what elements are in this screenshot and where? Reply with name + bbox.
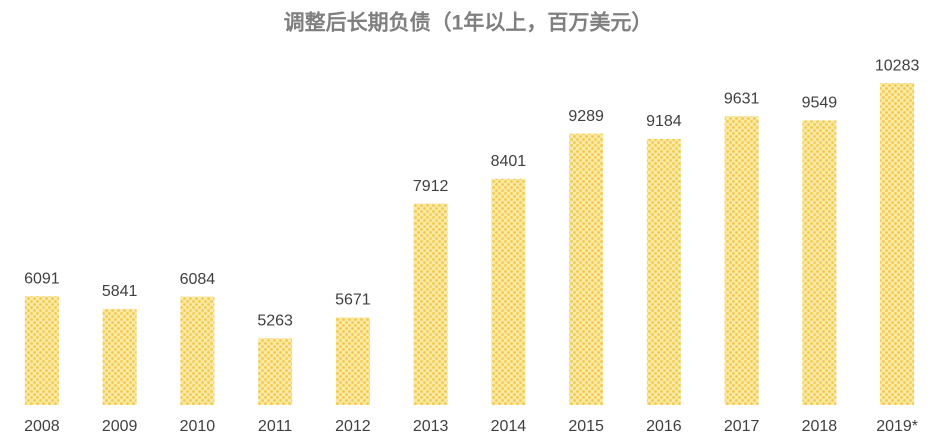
x-tick-label: 2014 xyxy=(491,418,527,435)
bar xyxy=(491,178,526,405)
bar xyxy=(335,317,370,405)
bar xyxy=(180,296,215,405)
data-label: 9549 xyxy=(802,95,838,112)
data-label: 10283 xyxy=(875,57,920,74)
data-label: 7912 xyxy=(413,178,449,195)
bar xyxy=(24,296,59,405)
x-tick-label: 2012 xyxy=(335,418,371,435)
x-tick-label: 2016 xyxy=(646,418,682,435)
data-label: 6091 xyxy=(24,270,60,287)
data-label: 9631 xyxy=(724,90,760,107)
data-label: 6084 xyxy=(180,271,216,288)
x-tick-label: 2009 xyxy=(102,418,138,435)
data-label: 9184 xyxy=(646,113,682,130)
x-tick-label: 2011 xyxy=(258,418,293,435)
bar xyxy=(724,116,759,405)
data-label: 5263 xyxy=(257,312,293,329)
bar xyxy=(880,83,915,405)
bar xyxy=(413,203,448,405)
bar xyxy=(258,338,293,405)
x-tick-label: 2018 xyxy=(802,418,838,435)
data-label: 5671 xyxy=(335,292,371,309)
x-tick-label: 2019* xyxy=(876,418,918,435)
bar xyxy=(646,138,681,405)
chart-title: 调整后长期负债（1年以上，百万美元） xyxy=(284,11,653,35)
data-label: 8401 xyxy=(491,153,527,170)
x-tick-label: 2013 xyxy=(413,418,449,435)
x-tick-label: 2008 xyxy=(24,418,60,435)
x-tick-label: 2015 xyxy=(568,418,604,435)
bar xyxy=(569,133,604,406)
bar xyxy=(102,308,137,405)
x-tick-label: 2010 xyxy=(180,418,216,435)
data-label: 9289 xyxy=(568,108,604,125)
bar xyxy=(802,120,837,405)
x-tick-label: 2017 xyxy=(724,418,760,435)
data-label: 5841 xyxy=(102,283,138,300)
